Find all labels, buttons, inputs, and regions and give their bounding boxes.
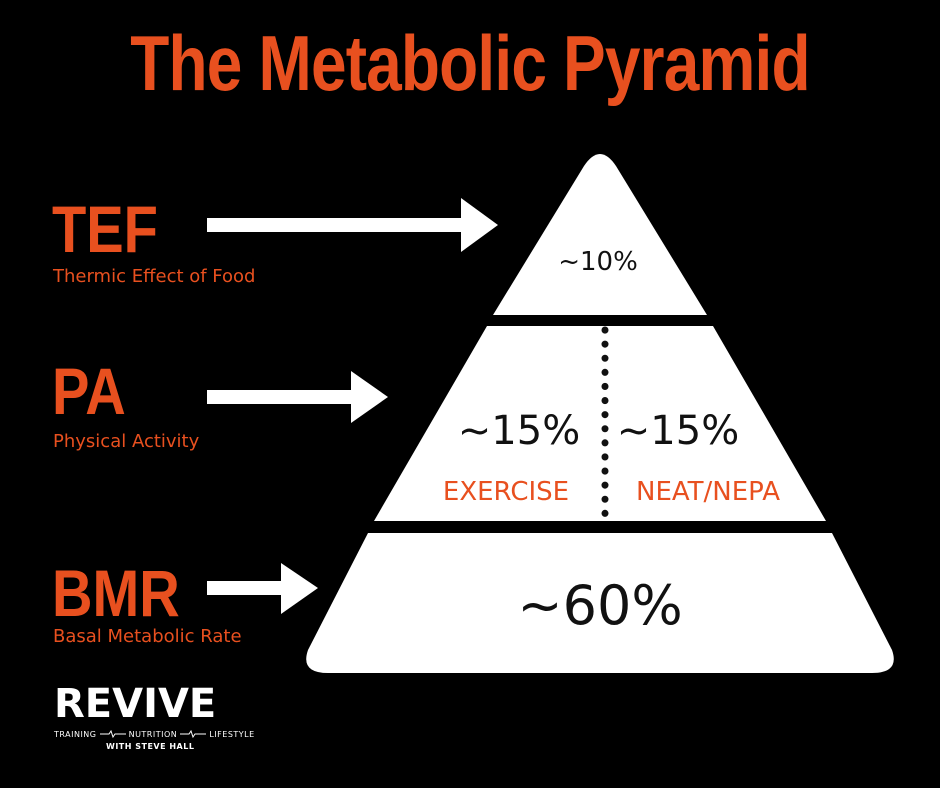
bottom-tier-value: ~60%	[517, 574, 682, 637]
bmr-full-name: Basal Metabolic Rate	[53, 626, 242, 647]
logo-subtitle: WITH STEVE HALL	[106, 742, 195, 751]
neat-value: ~15%	[617, 408, 739, 454]
bmr-abbreviation: BMR	[52, 556, 180, 630]
bmr-arrow	[207, 563, 318, 614]
tef-abbreviation: TEF	[52, 192, 158, 266]
logo-name: REVIVE	[54, 681, 217, 727]
pulse-line-icon	[99, 730, 126, 738]
tef-arrow	[207, 198, 498, 252]
logo-tag-training: TRAINING	[54, 729, 97, 739]
pyramid-top-tier	[493, 154, 707, 315]
exercise-label: EXERCISE	[443, 477, 569, 507]
neat-label: NEAT/NEPA	[636, 477, 780, 507]
logo-tag-nutrition: NUTRITION	[128, 729, 178, 739]
tef-full-name: Thermic Effect of Food	[53, 266, 256, 287]
pa-arrow	[207, 371, 388, 423]
pa-full-name: Physical Activity	[53, 431, 200, 452]
pyramid-middle-tier	[374, 326, 826, 521]
pyramid-bottom-tier	[306, 533, 894, 673]
top-tier-value: ~10%	[558, 247, 638, 277]
exercise-value: ~15%	[458, 408, 580, 454]
logo-tagline: TRAINING NUTRITION LIFESTYLE	[54, 730, 255, 739]
page-title: The Metabolic Pyramid	[130, 19, 810, 107]
pa-abbreviation: PA	[52, 354, 126, 428]
pulse-line-icon	[180, 730, 207, 738]
logo-tag-lifestyle: LIFESTYLE	[209, 729, 255, 739]
